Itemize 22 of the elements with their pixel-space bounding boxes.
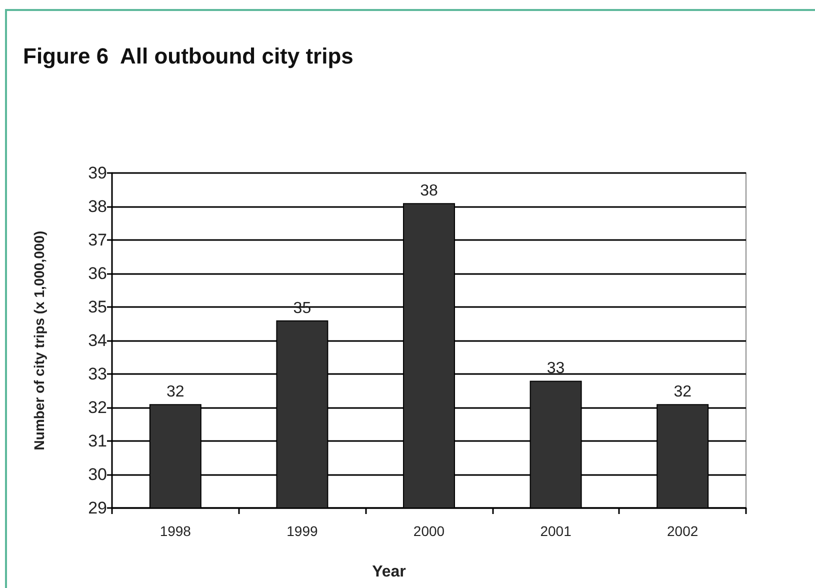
y-tick-label: 31 (88, 432, 107, 450)
x-tick-label: 2000 (413, 523, 445, 539)
y-tick-label: 38 (88, 197, 107, 216)
x-tick-label: 2002 (667, 523, 698, 539)
data-label: 32 (674, 384, 692, 401)
y-axis-title: Number of city trips (x 1,000,000) (31, 230, 47, 450)
y-tick-label: 36 (88, 264, 107, 283)
y-tick-label: 33 (88, 364, 107, 384)
data-label: 38 (420, 182, 438, 200)
x-axis-title: Year (372, 564, 406, 580)
y-tick-label: 39 (88, 164, 107, 182)
x-tick-label: 1998 (160, 523, 192, 539)
y-tick-label: 35 (88, 298, 107, 316)
x-tick-label: 1999 (286, 523, 318, 539)
chart-title: Figure 6 All outbound city trips (23, 44, 354, 68)
y-tick-label: 37 (88, 230, 107, 250)
y-tick-label: 30 (88, 465, 107, 484)
x-tick-label: 2001 (540, 523, 572, 539)
data-label: 32 (166, 384, 184, 401)
y-tick-label: 32 (88, 398, 107, 417)
y-tick-label: 29 (88, 498, 107, 518)
y-tick-label: 34 (88, 331, 107, 350)
